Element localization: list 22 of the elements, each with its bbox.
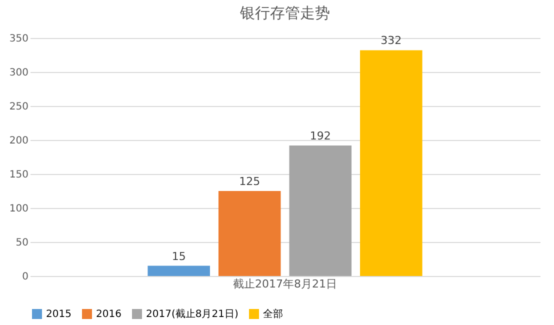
legend-label: 2016 — [96, 309, 122, 320]
y-tick-label: 150 — [9, 170, 28, 180]
bar — [148, 266, 210, 276]
bar — [289, 145, 352, 276]
y-tick-label: 200 — [9, 136, 28, 146]
legend-label: 2015 — [46, 309, 72, 320]
y-tick-label: 300 — [9, 68, 28, 78]
legend-label: 全部 — [263, 308, 283, 320]
y-tick-label: 100 — [9, 204, 28, 214]
data-label: 332 — [380, 34, 402, 48]
data-label: 125 — [239, 175, 260, 188]
data-label: 15 — [172, 250, 186, 263]
y-tick-label: 250 — [9, 102, 28, 112]
y-tick-label: 50 — [16, 238, 28, 248]
data-label: 192 — [310, 129, 331, 142]
chart-title: 银行存管走势 — [239, 4, 330, 22]
legend-label: 2017(截止8月21日) — [146, 308, 238, 320]
bar — [360, 50, 422, 276]
bar — [218, 191, 281, 276]
x-tick-label: 截止2017年8月21日 — [233, 278, 337, 290]
y-tick-label: 0 — [22, 272, 28, 282]
y-tick-label: 350 — [9, 34, 28, 44]
